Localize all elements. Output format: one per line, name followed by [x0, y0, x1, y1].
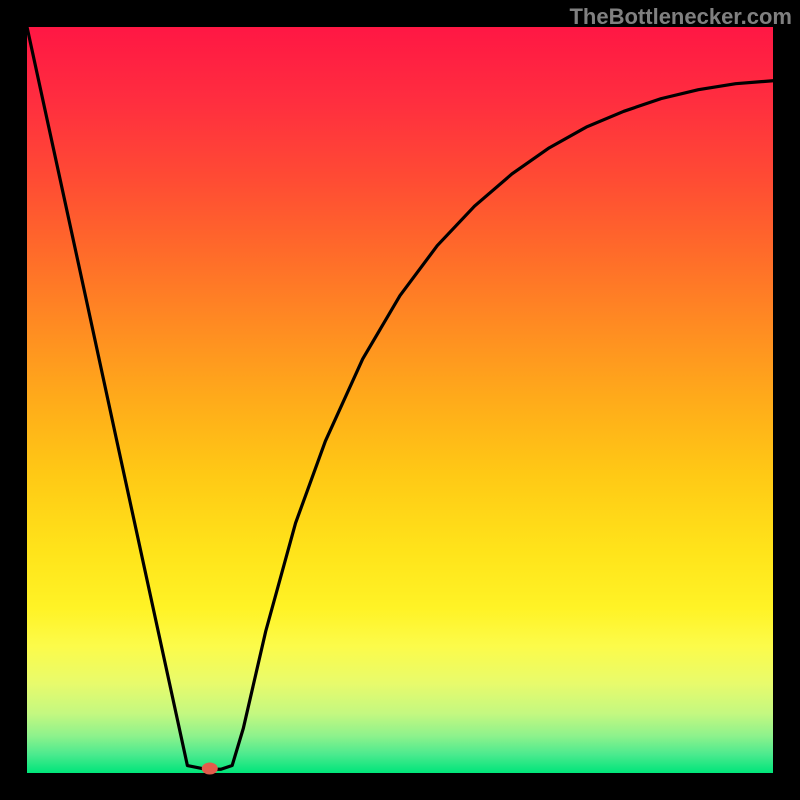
- watermark-text: TheBottlenecker.com: [569, 4, 792, 30]
- chart-container: TheBottlenecker.com: [0, 0, 800, 800]
- optimal-point-marker: [202, 763, 218, 775]
- bottleneck-curve-chart: [0, 0, 800, 800]
- plot-background: [27, 27, 773, 773]
